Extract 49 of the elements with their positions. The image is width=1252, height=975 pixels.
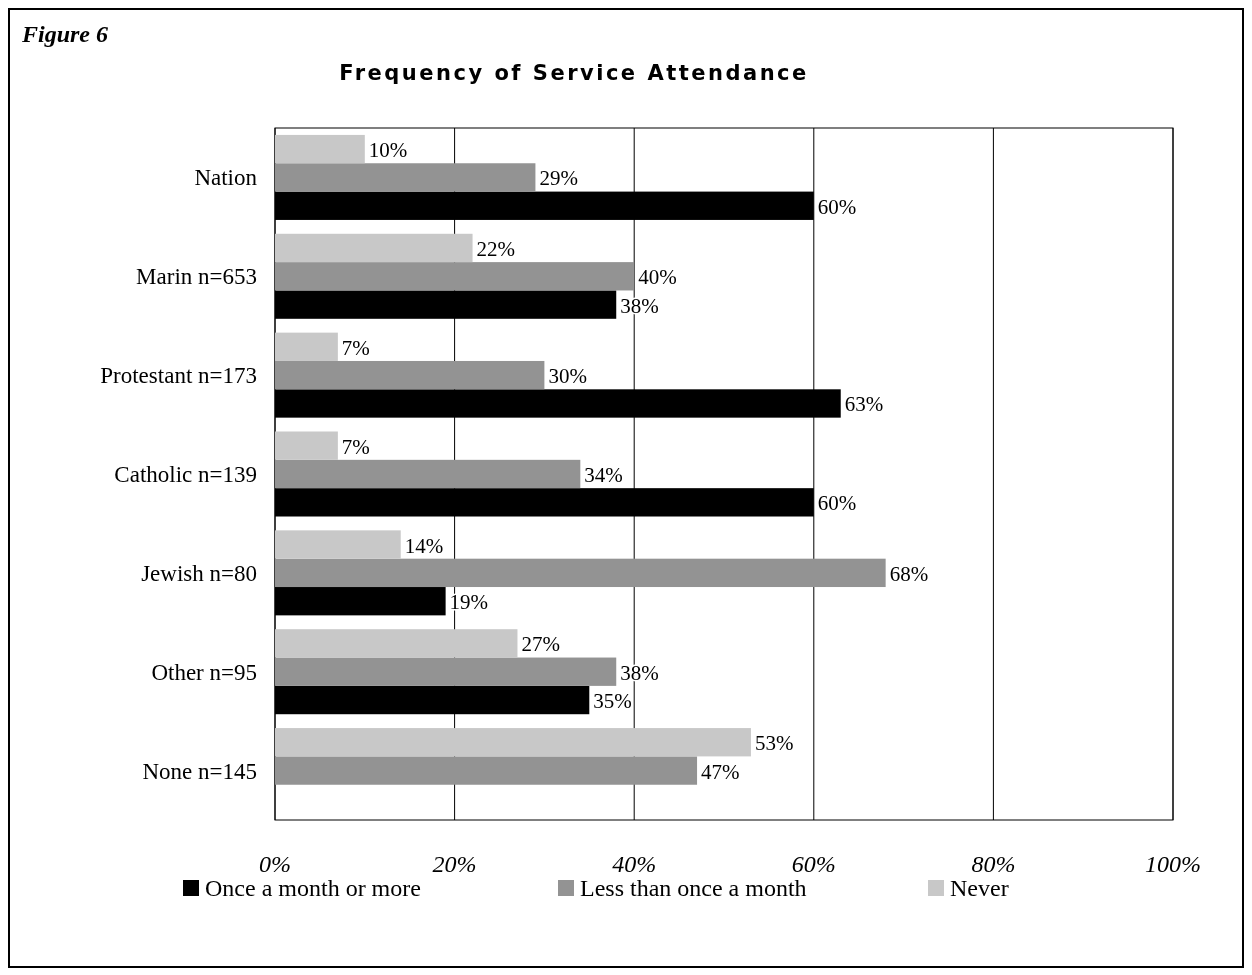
x-tick-label: 60% <box>791 851 836 877</box>
data-label: 7% <box>341 335 370 360</box>
bar <box>275 233 473 263</box>
data-label: 34% <box>584 463 623 487</box>
data-label: 63% <box>844 392 884 417</box>
bar <box>275 530 401 559</box>
y-tick-label: Jewish n=80 <box>141 560 257 586</box>
legend-label: Less than once a month <box>580 875 807 901</box>
bar <box>275 262 635 291</box>
x-tick-label: 80% <box>971 851 1016 877</box>
y-tick-label: None n=145 <box>142 758 257 784</box>
bar <box>275 728 751 757</box>
x-tick-label: 40% <box>612 851 657 877</box>
bar <box>275 163 536 192</box>
data-label: 27% <box>521 632 560 657</box>
y-tick-label: Protestant n=173 <box>100 363 257 389</box>
x-tick-label: 0% <box>259 851 291 877</box>
bar <box>275 756 698 785</box>
legend-label: Never <box>950 875 1009 901</box>
chart-title: Frequency of Service Attendance <box>339 61 809 85</box>
data-label: 47% <box>701 759 740 784</box>
bar <box>275 459 581 489</box>
data-label: 68% <box>889 561 929 586</box>
data-label: 14% <box>404 533 444 558</box>
legend-label: Once a month or more <box>205 875 421 901</box>
data-label: 22% <box>476 236 516 261</box>
y-tick-label: Other n=95 <box>151 659 257 685</box>
y-tick-label: Marin n=653 <box>136 264 257 290</box>
y-tick-label: Nation <box>194 165 258 191</box>
x-tick-label: 20% <box>432 851 477 877</box>
data-label: 10% <box>368 138 408 163</box>
bar <box>275 360 545 390</box>
caption: Figure 6 <box>21 21 109 47</box>
data-label: 30% <box>548 364 587 389</box>
data-label: 53% <box>754 731 794 756</box>
data-label: 7% <box>341 434 370 459</box>
x-tick-label: 100% <box>1145 851 1201 877</box>
bar <box>275 134 365 164</box>
bar <box>275 431 338 460</box>
data-label: 35% <box>593 689 632 714</box>
bar <box>275 558 886 588</box>
data-label: 60% <box>817 491 857 516</box>
bar <box>275 629 518 658</box>
bar <box>275 657 617 686</box>
y-tick-label: Catholic n=139 <box>114 462 257 487</box>
bar <box>275 332 338 361</box>
data-label: 60% <box>817 194 857 219</box>
data-label: 29% <box>539 166 578 191</box>
data-label: 40% <box>638 265 677 290</box>
